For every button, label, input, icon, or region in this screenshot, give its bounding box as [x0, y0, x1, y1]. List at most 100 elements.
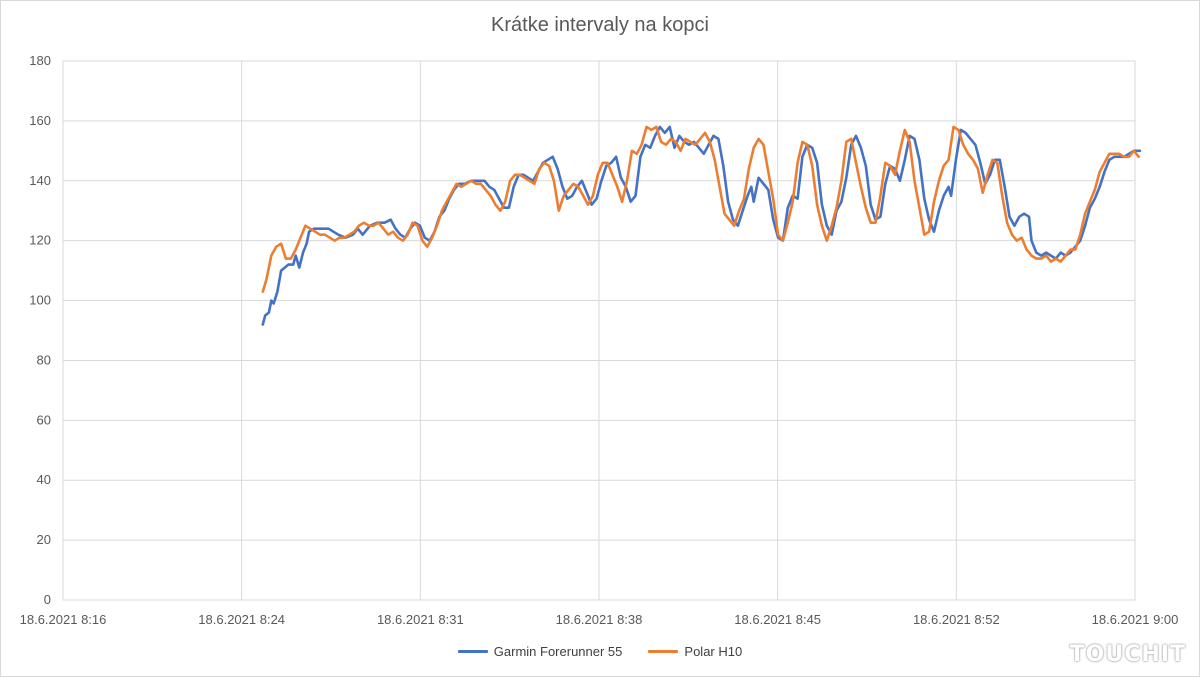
- data-point: [1045, 255, 1047, 257]
- data-point: [1103, 171, 1106, 173]
- data-point: [543, 162, 545, 164]
- data-point: [529, 180, 531, 182]
- data-point: [889, 165, 891, 167]
- data-point: [699, 138, 701, 140]
- data-point: [879, 216, 882, 218]
- data-point: [826, 240, 828, 242]
- y-tick-label: 140: [29, 173, 51, 188]
- data-point: [597, 174, 599, 176]
- data-point: [1079, 234, 1081, 236]
- data-point: [616, 186, 618, 188]
- data-point: [772, 198, 774, 200]
- data-point: [390, 219, 392, 221]
- x-tick-label: 18.6.2021 8:52: [913, 612, 1000, 627]
- data-point: [1128, 153, 1130, 155]
- data-point: [1094, 198, 1096, 200]
- y-tick-label: 20: [37, 532, 51, 547]
- data-point: [1118, 153, 1120, 155]
- series-points-1: [262, 126, 1140, 293]
- data-point: [572, 183, 575, 185]
- data-point: [957, 129, 960, 131]
- data-point: [334, 240, 336, 242]
- data-point: [319, 234, 321, 236]
- data-point: [1040, 255, 1042, 257]
- data-point: [1099, 186, 1101, 188]
- data-point: [870, 204, 872, 206]
- data-point: [285, 258, 287, 260]
- data-point: [392, 231, 394, 233]
- data-point: [689, 141, 692, 143]
- data-point: [762, 183, 765, 185]
- data-point: [654, 135, 656, 137]
- data-point: [1060, 261, 1062, 263]
- data-point: [476, 180, 478, 182]
- data-point: [1050, 261, 1052, 263]
- data-point: [436, 225, 438, 227]
- data-point: [1079, 240, 1081, 242]
- chart-title: Krátke intervaly na kopci: [491, 14, 709, 36]
- data-point: [694, 144, 696, 146]
- data-point: [649, 147, 651, 149]
- legend-item-polar[interactable]: Polar H10: [648, 644, 742, 659]
- data-point: [987, 174, 989, 176]
- data-point: [650, 129, 653, 131]
- data-point: [636, 153, 638, 155]
- data-point: [967, 153, 969, 155]
- data-point: [519, 174, 521, 176]
- data-point: [421, 240, 423, 242]
- legend-swatch-polar: [648, 650, 679, 653]
- data-point: [712, 135, 715, 137]
- data-point: [1084, 213, 1086, 215]
- data-point: [1133, 150, 1135, 152]
- data-point: [743, 198, 745, 200]
- data-point: [270, 255, 272, 257]
- data-point: [577, 186, 579, 188]
- data-point: [758, 177, 760, 179]
- data-point: [962, 144, 964, 146]
- data-point: [991, 159, 994, 161]
- x-tick-label: 18.6.2021 8:16: [20, 612, 107, 627]
- data-point: [727, 201, 729, 203]
- data-point: [280, 270, 282, 272]
- data-point: [709, 141, 711, 143]
- data-point: [488, 186, 490, 188]
- data-point: [933, 201, 935, 203]
- data-point: [621, 201, 623, 203]
- data-point: [268, 311, 270, 314]
- data-point: [493, 189, 495, 191]
- data-point: [446, 201, 448, 203]
- data-point: [884, 183, 886, 185]
- data-point: [969, 138, 972, 140]
- data-point: [358, 225, 360, 227]
- data-point: [913, 138, 916, 140]
- data-point: [670, 138, 672, 140]
- legend-item-garmin[interactable]: Garmin Forerunner 55: [457, 644, 622, 659]
- data-point: [1094, 189, 1096, 191]
- series-lines: [261, 125, 1142, 326]
- data-point: [265, 279, 267, 281]
- x-tick-label: 18.6.2021 8:45: [734, 612, 821, 627]
- data-point: [295, 255, 297, 257]
- data-point: [933, 231, 935, 233]
- data-point: [742, 210, 744, 212]
- data-point: [865, 165, 867, 167]
- data-point: [262, 291, 264, 293]
- data-point: [352, 234, 354, 236]
- data-point: [399, 234, 401, 236]
- data-point: [611, 174, 614, 176]
- data-point: [483, 180, 486, 182]
- data-point: [591, 204, 593, 206]
- data-point: [1123, 156, 1125, 158]
- data-point: [904, 159, 906, 161]
- data-point: [504, 201, 506, 203]
- data-point: [402, 240, 404, 242]
- data-point: [1035, 252, 1037, 254]
- data-point: [684, 138, 687, 140]
- data-point: [1069, 249, 1071, 251]
- data-point: [514, 174, 516, 176]
- data-point: [494, 204, 497, 206]
- data-point: [412, 222, 414, 224]
- data-point: [669, 126, 671, 128]
- data-point: [280, 243, 282, 245]
- y-tick-label: 160: [29, 113, 51, 128]
